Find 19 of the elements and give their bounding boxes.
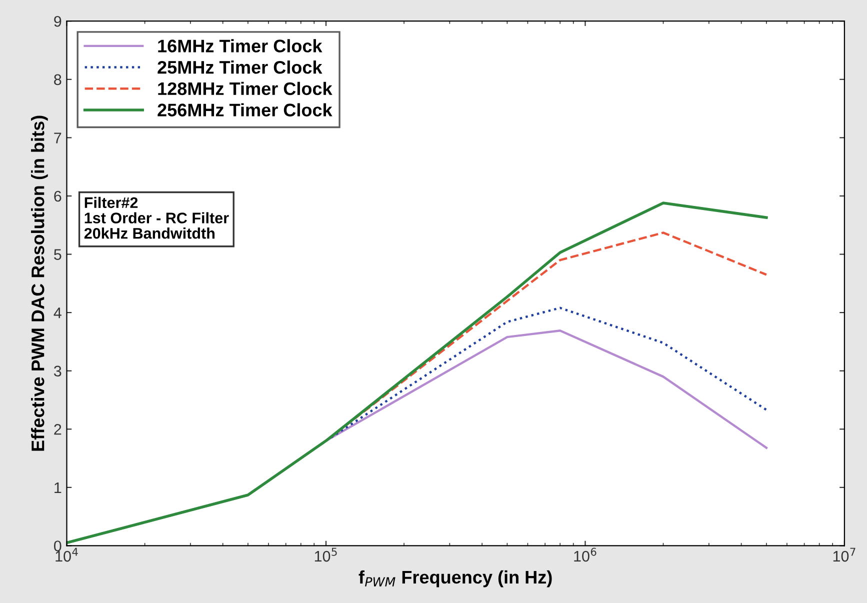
legend-label: 16MHz Timer Clock xyxy=(158,39,322,52)
x-tick-label: 10$^{6}$ xyxy=(574,548,596,562)
x-tick-label: 10$^{7}$ xyxy=(833,548,856,562)
y-tick-label: 6 xyxy=(54,190,62,202)
x-axis-title: f$_{PWM}$ Frequency (in Hz) xyxy=(358,570,552,588)
y-tick-label: 1 xyxy=(54,482,62,493)
y-tick-label: 4 xyxy=(54,308,62,318)
y-tick-label: 3 xyxy=(54,366,62,377)
y-tick-label: 8 xyxy=(54,74,62,86)
y-tick-label: 7 xyxy=(54,132,62,144)
legend-label: 25MHz Timer Clock xyxy=(158,60,322,74)
annotation: Filter#2 1st Order - RC Filter 20kHz Bandwitdth xyxy=(84,196,229,239)
x-tick-label: 10$^{5}$ xyxy=(314,548,337,562)
legend-label: 128MHz Timer Clock xyxy=(158,82,332,96)
y-axis-title: Effective PWM DAC Resolution (in bits) xyxy=(31,116,48,451)
y-tick-label: 2 xyxy=(54,424,62,435)
legend-label: 256MHz Timer Clock xyxy=(158,103,332,116)
y-tick-label: 5 xyxy=(54,249,62,260)
y-tick-label: 9 xyxy=(54,16,62,27)
